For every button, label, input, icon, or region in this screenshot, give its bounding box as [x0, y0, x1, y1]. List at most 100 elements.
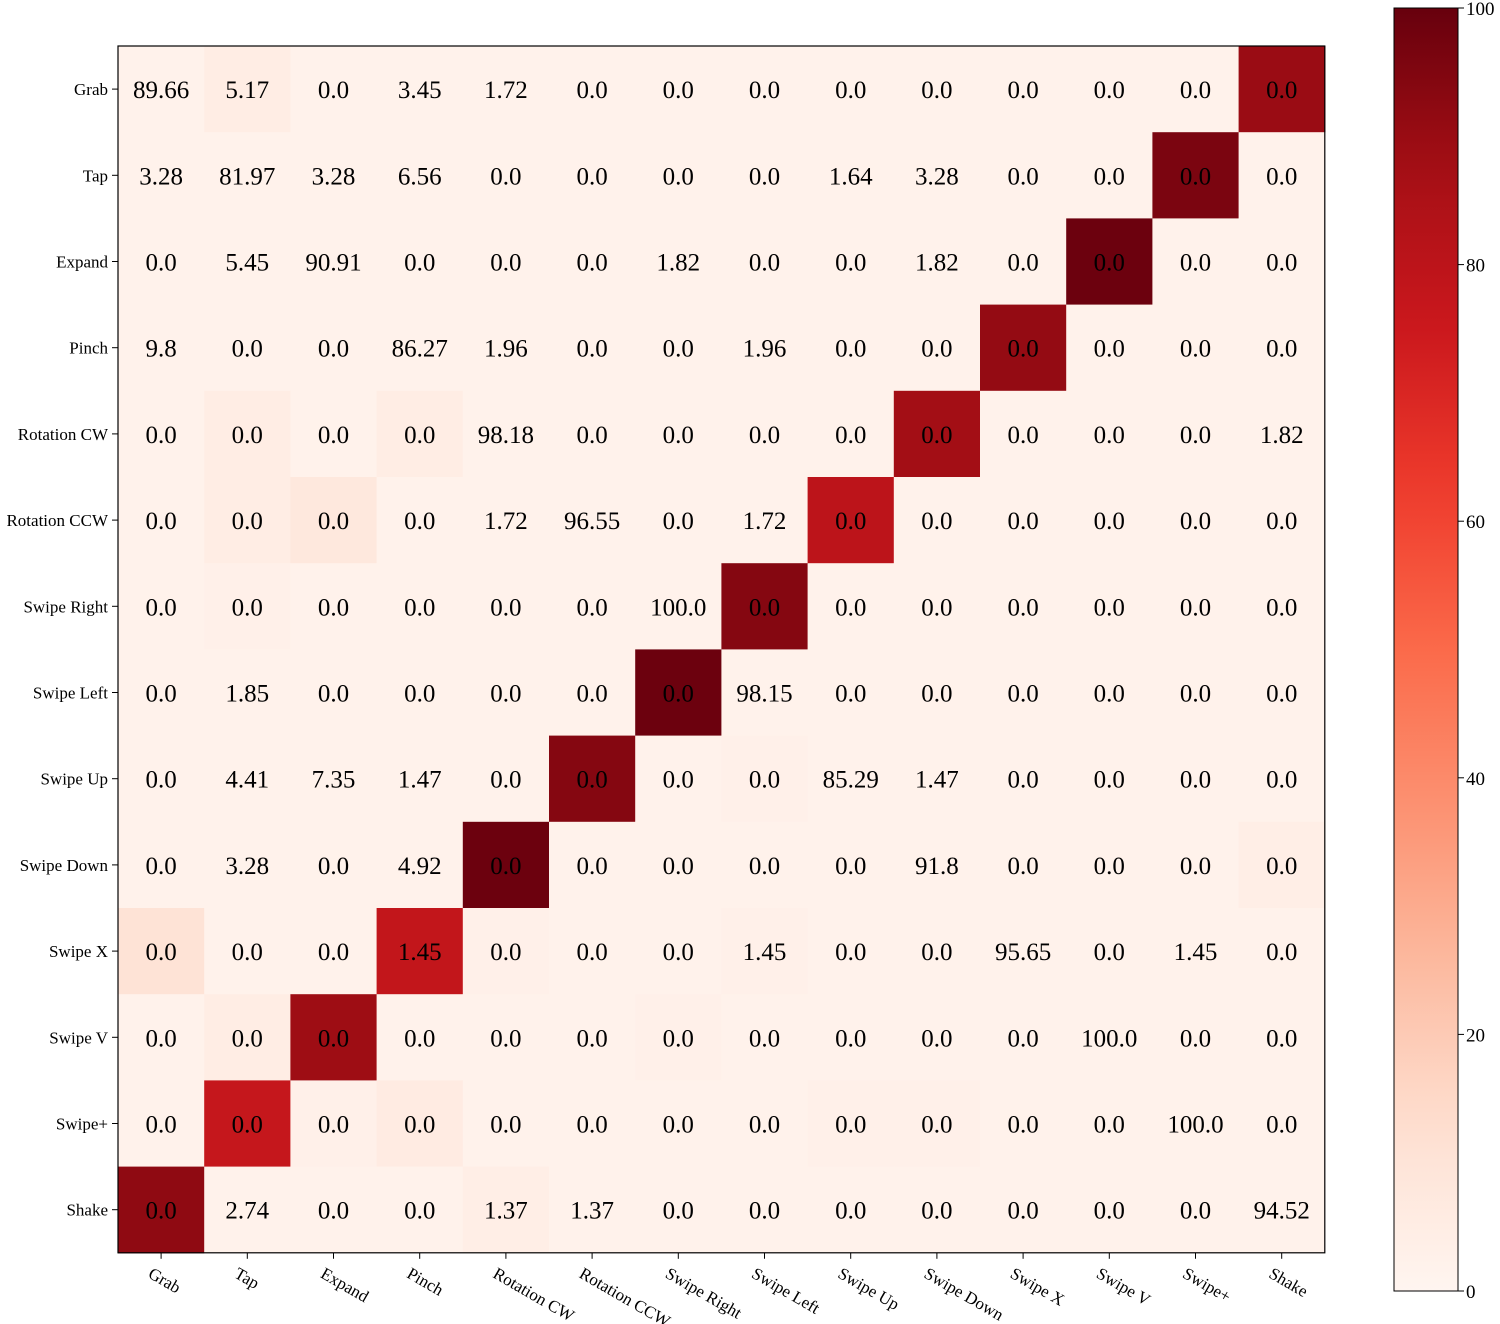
cell-value-label: 0.0: [663, 767, 694, 794]
x-tick-label: Swipe Down: [921, 1264, 1007, 1324]
heatmap-cell: [549, 1080, 636, 1168]
x-tick-label: Pinch: [404, 1264, 447, 1300]
cell-value-label: 0.0: [1180, 336, 1211, 363]
cell-value-label: 0.0: [1007, 681, 1038, 708]
heatmap-cell: [1066, 908, 1153, 995]
cell-value-label: 0.0: [749, 77, 780, 104]
heatmap-cell: [376, 46, 464, 133]
y-tick-label: Swipe+: [56, 1115, 108, 1134]
heatmap-cell: [1066, 132, 1153, 219]
cell-value-label: 0.0: [318, 853, 349, 880]
cell-value-label: 0.0: [1094, 163, 1125, 190]
cell-value-label: 0.0: [490, 767, 521, 794]
heatmap-cell: [1152, 821, 1240, 909]
x-tick-label: Swipe Right: [662, 1264, 745, 1323]
heatmap-cell: [980, 735, 1067, 823]
heatmap-cell: [1066, 821, 1153, 909]
cell-value-label: 0.0: [663, 163, 694, 190]
cell-value-label: 0.0: [145, 853, 176, 880]
cell-value-label: 0.0: [318, 1025, 349, 1052]
heatmap-cell: [118, 735, 205, 823]
cell-value-label: 0.0: [921, 681, 952, 708]
cell-value-label: 98.15: [736, 681, 792, 708]
cell-value-label: 0.0: [749, 422, 780, 449]
cell-value-label: 0.0: [1180, 1198, 1211, 1225]
heatmap-cell: [893, 132, 981, 219]
heatmap-cell: [807, 46, 895, 133]
cell-value-label: 94.52: [1254, 1198, 1310, 1225]
heatmap-cell: [635, 649, 722, 737]
heatmap-cells: [118, 46, 1326, 1254]
cell-value-label: 0.0: [576, 163, 607, 190]
cell-value-label: 0.0: [1007, 594, 1038, 621]
heatmap-cell: [549, 477, 636, 564]
cell-value-label: 0.0: [576, 939, 607, 966]
cell-value-label: 0.0: [1007, 853, 1038, 880]
cell-value-label: 2.74: [225, 1198, 269, 1225]
heatmap-cell: [893, 46, 981, 133]
cell-value-label: 1.82: [656, 250, 700, 277]
cell-value-label: 9.8: [145, 336, 176, 363]
heatmap-cell: [462, 821, 550, 909]
x-tick-label: Rotation CW: [490, 1264, 578, 1324]
heatmap-cell: [1066, 477, 1153, 564]
heatmap-cell: [807, 1166, 895, 1254]
heatmap-cell: [290, 1080, 378, 1168]
cell-value-label: 0.0: [835, 939, 866, 966]
cell-value-label: 0.0: [921, 1112, 952, 1139]
cell-value-label: 0.0: [749, 594, 780, 621]
heatmap-cell: [893, 994, 981, 1081]
heatmap-cell: [290, 132, 378, 219]
heatmap-cell: [376, 994, 464, 1081]
y-tick-label: Swipe Left: [33, 684, 108, 703]
cell-value-label: 0.0: [145, 594, 176, 621]
heatmap-cell: [980, 46, 1067, 133]
cell-value-label: 0.0: [1266, 163, 1297, 190]
heatmap-cell: [549, 821, 636, 909]
heatmap-cell: [118, 821, 205, 909]
cell-value-label: 0.0: [1007, 1198, 1038, 1225]
cell-value-label: 3.28: [225, 853, 269, 880]
heatmap-cell: [462, 132, 550, 219]
heatmap-cell: [721, 649, 809, 737]
cell-value-label: 1.45: [743, 939, 787, 966]
heatmap-cell: [1152, 46, 1240, 133]
cell-value-label: 0.0: [145, 1025, 176, 1052]
cell-value-label: 0.0: [921, 508, 952, 535]
cell-value-label: 0.0: [404, 594, 435, 621]
heatmap-cell: [1152, 1166, 1240, 1254]
heatmap-cell: [1238, 908, 1326, 995]
x-tick-label: Swipe V: [1093, 1264, 1154, 1310]
heatmap-cell: [376, 390, 464, 478]
cell-value-label: 0.0: [576, 1112, 607, 1139]
heatmap-cell: [204, 649, 291, 737]
cell-value-label: 0.0: [835, 250, 866, 277]
heatmap-cell: [549, 218, 636, 306]
heatmap-cell: [1066, 563, 1153, 650]
cell-value-label: 0.0: [921, 336, 952, 363]
heatmap-cell: [1238, 477, 1326, 564]
heatmap-cell: [290, 304, 378, 392]
heatmap-cell: [462, 994, 550, 1081]
cell-value-label: 0.0: [232, 1025, 263, 1052]
cell-value-label: 0.0: [232, 336, 263, 363]
heatmap-cell: [1152, 304, 1240, 392]
cell-value-label: 0.0: [1266, 767, 1297, 794]
heatmap-cell: [1238, 218, 1326, 306]
y-tick-label: Grab: [74, 80, 108, 99]
heatmap-cell: [807, 908, 895, 995]
heatmap-cell: [204, 218, 291, 306]
cell-value-label: 0.0: [576, 422, 607, 449]
heatmap-cell: [980, 132, 1067, 219]
x-tick-label: Swipe+: [1180, 1264, 1235, 1307]
cell-value-label: 91.8: [915, 853, 959, 880]
cell-value-label: 3.45: [398, 77, 442, 104]
heatmap-cell: [721, 821, 809, 909]
cell-value-label: 0.0: [921, 939, 952, 966]
heatmap-cell: [549, 735, 636, 823]
heatmap-cell: [635, 1080, 722, 1168]
y-tick-label: Rotation CCW: [6, 511, 108, 530]
heatmap-cell: [1238, 821, 1326, 909]
cell-value-label: 0.0: [1266, 853, 1297, 880]
cell-value-label: 0.0: [1180, 767, 1211, 794]
